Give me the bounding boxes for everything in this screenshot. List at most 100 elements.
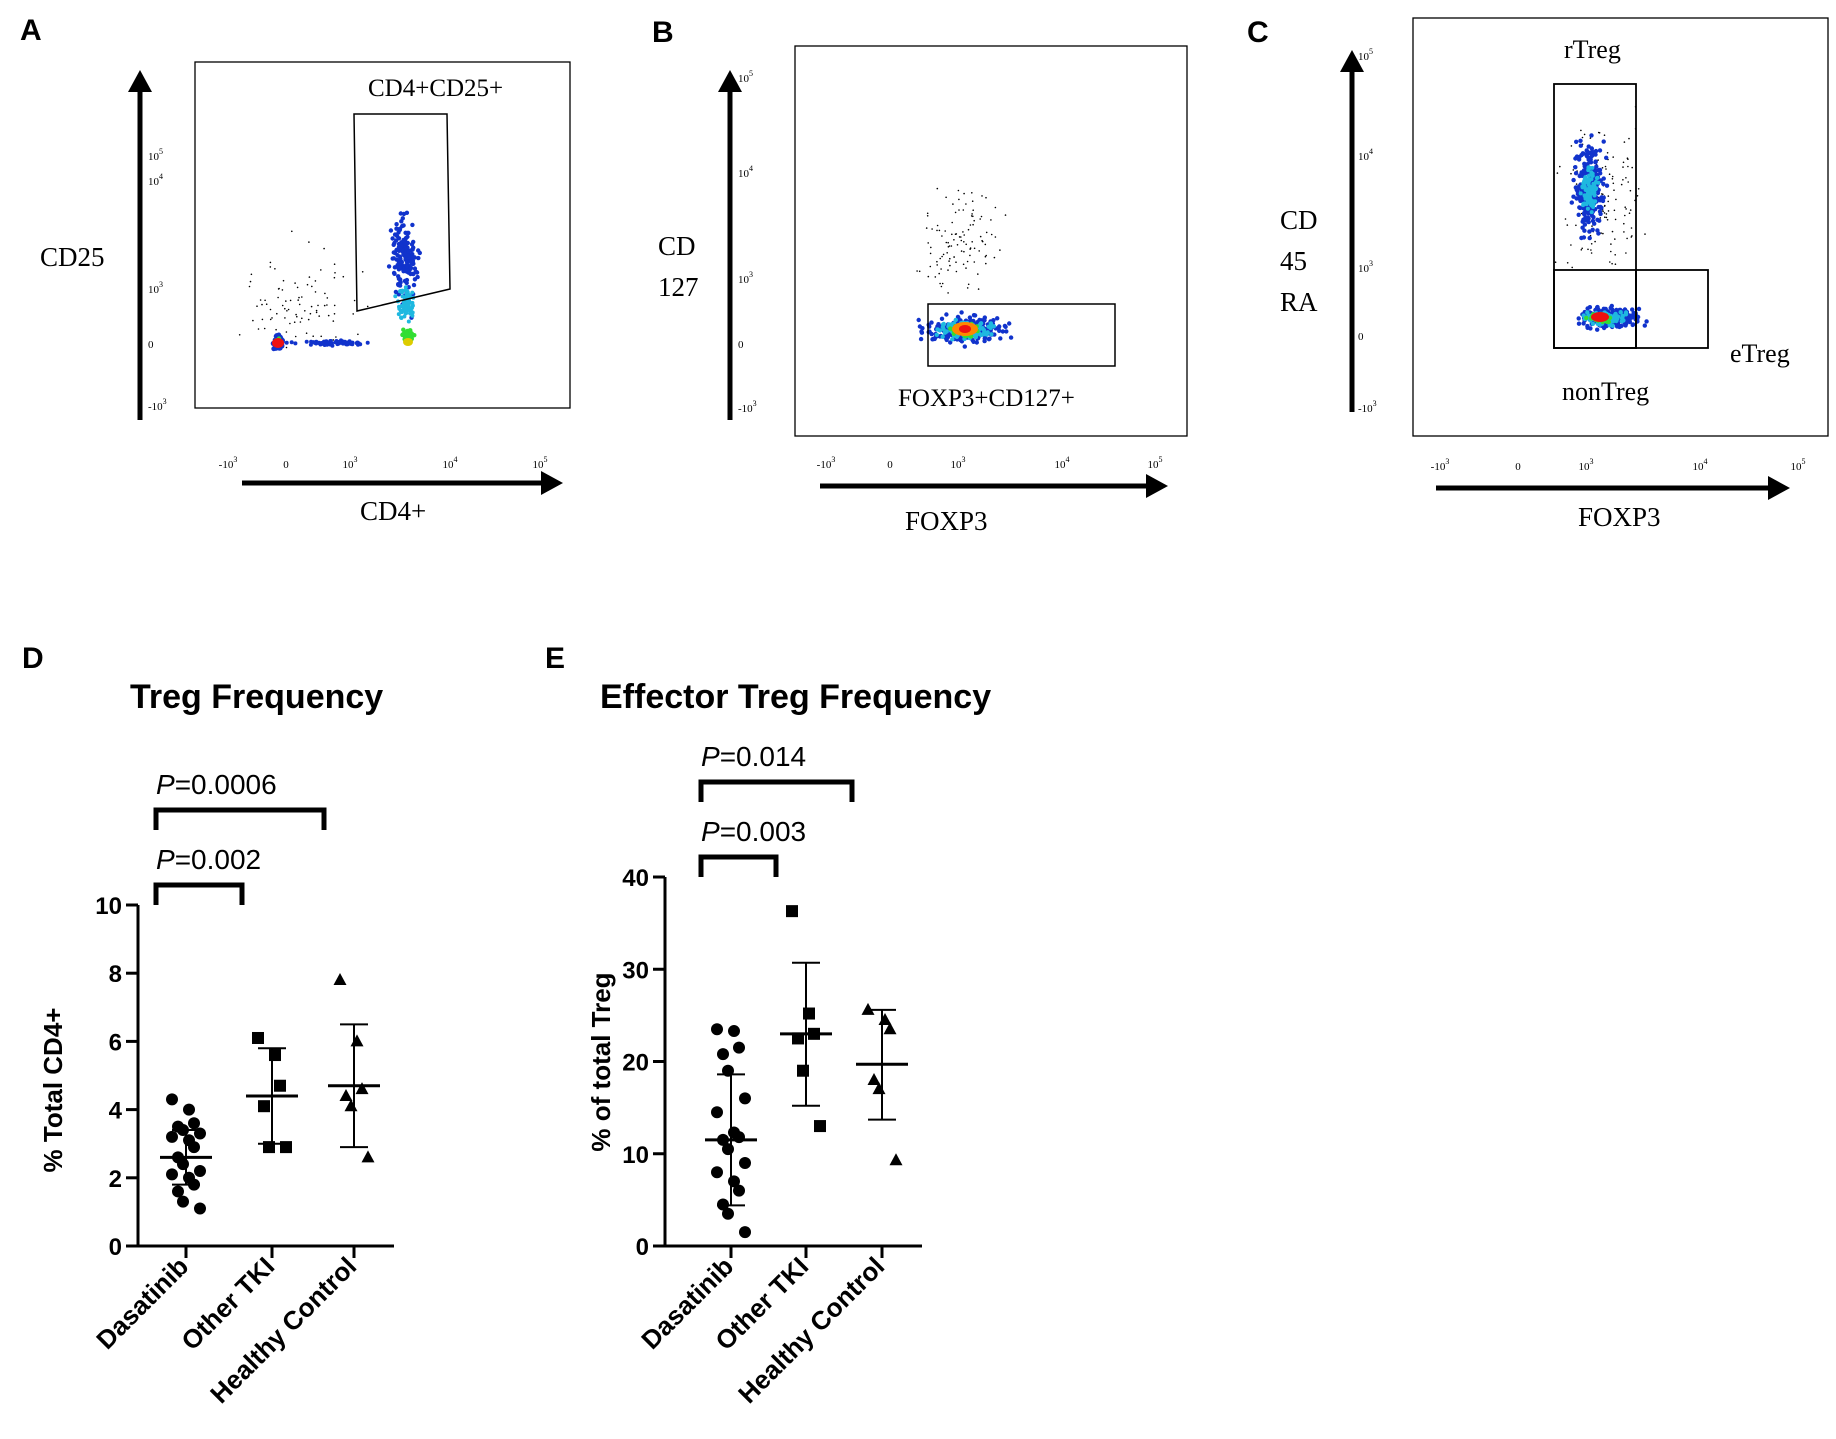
event-dot: [408, 308, 413, 313]
event-dot: [1594, 240, 1596, 243]
event-dot: [929, 252, 932, 255]
event-dot: [410, 303, 415, 308]
event-dot: [981, 195, 983, 197]
event-dot: [312, 340, 317, 345]
event-dot: [940, 334, 945, 339]
event-dot: [1624, 206, 1626, 208]
data-point-triangle: [889, 1153, 903, 1166]
event-dot: [404, 331, 409, 337]
event-dot: [396, 276, 402, 281]
event-dot: [1591, 202, 1596, 207]
event-dot: [1578, 191, 1583, 196]
gate-etreg: [1635, 269, 1709, 349]
event-dot: [1588, 157, 1593, 162]
event-dot: [1580, 205, 1586, 211]
event-dot: [411, 282, 417, 288]
event-dot: [1581, 203, 1586, 208]
event-dot: [1578, 138, 1583, 143]
event-dot: [1612, 182, 1615, 185]
event-dot: [285, 346, 288, 349]
y-tick-label: 105: [738, 69, 753, 85]
event-dot: [342, 275, 345, 278]
event-dot: [1583, 196, 1588, 201]
event-dot: [406, 319, 411, 324]
event-dot: [285, 300, 287, 302]
event-dot: [1585, 310, 1590, 315]
event-dot: [403, 285, 408, 290]
tick-exponent: 4: [159, 172, 163, 181]
event-dot: [969, 254, 971, 257]
event-dot: [298, 303, 301, 306]
event-dot: [1580, 185, 1585, 190]
event-dot: [405, 264, 410, 269]
event-dot: [1622, 179, 1624, 181]
event-dot: [985, 231, 988, 234]
event-dot: [940, 285, 943, 288]
data-point-circle: [166, 1168, 178, 1181]
chart-treg-frequency: D Treg Frequency % Total CD4+ 0246810Das…: [22, 642, 394, 1409]
event-dot: [408, 311, 413, 316]
event-dot: [396, 241, 402, 247]
event-dot: [940, 324, 946, 330]
event-dot: [1601, 139, 1606, 144]
data-point-square: [814, 1120, 826, 1133]
data-point-square: [263, 1141, 275, 1154]
event-dot: [950, 245, 953, 247]
event-dot: [366, 305, 369, 308]
event-dot: [960, 239, 963, 242]
event-dot: [1607, 195, 1610, 197]
event-dot: [305, 332, 308, 335]
event-dot: [1620, 183, 1623, 186]
event-dot: [410, 290, 415, 295]
event-dot: [1590, 165, 1595, 170]
event-dot: [365, 340, 370, 345]
p-value-label: P=0.003: [701, 816, 806, 847]
event-dot: [1000, 329, 1005, 334]
tick-exponent: 3: [1373, 399, 1377, 408]
event-dot: [953, 317, 958, 323]
flow-panel-a: A CD4+CD25+ CD25 CD4+ -103 0 103 104 105 105 1…: [20, 14, 571, 526]
event-dot: [312, 335, 315, 338]
event-dot: [275, 328, 277, 331]
event-dot: [404, 307, 409, 312]
event-dot: [1596, 204, 1601, 210]
event-dot: [406, 303, 411, 308]
event-dot: [1566, 262, 1569, 264]
y-tick-label: 0: [109, 1234, 122, 1261]
y-tick-label: 105: [148, 147, 163, 163]
y-tick-label: 0: [1358, 331, 1364, 343]
p-value-number: =0.002: [175, 844, 261, 875]
event-dot: [327, 314, 330, 317]
event-dot: [1608, 173, 1611, 175]
event-dot: [299, 321, 302, 323]
event-dot: [955, 261, 957, 264]
data-point-square: [274, 1079, 286, 1092]
event-dot: [326, 304, 328, 306]
event-dot: [949, 257, 951, 260]
event-dot: [1600, 232, 1602, 234]
event-dot: [966, 287, 969, 289]
event-dot: [406, 285, 411, 290]
event-dot: [277, 296, 279, 299]
event-dot: [1610, 243, 1612, 245]
p-value-label: P=0.0006: [156, 769, 277, 800]
event-dot: [308, 276, 311, 278]
p-value-symbol: P: [701, 816, 720, 847]
event-dot: [1564, 218, 1567, 220]
event-dot: [984, 332, 989, 337]
event-dot: [388, 228, 394, 233]
tick-exponent: 3: [159, 280, 163, 289]
y-arrow-head: [1340, 50, 1364, 72]
event-dot: [1595, 217, 1600, 222]
event-dot: [1628, 137, 1630, 140]
event-dot: [1589, 137, 1592, 139]
event-dot: [1602, 210, 1604, 213]
event-dot: [918, 270, 921, 273]
event-dot: [391, 242, 396, 247]
event-dot: [294, 282, 296, 284]
event-dot: [1566, 224, 1569, 226]
event-dot: [350, 342, 355, 347]
event-dot: [1593, 160, 1598, 165]
event-dot: [994, 206, 997, 209]
